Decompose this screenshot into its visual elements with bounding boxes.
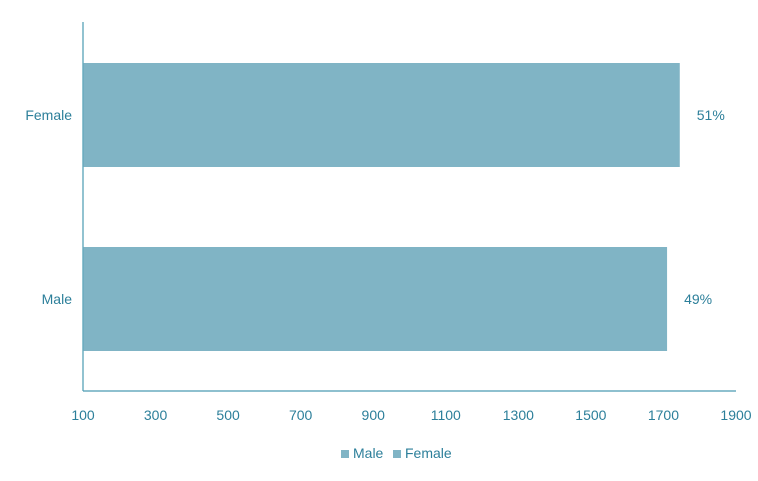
- x-tick-label: 100: [71, 407, 95, 423]
- data-label-female: 51%: [697, 107, 725, 123]
- legend: Male Female: [341, 445, 452, 461]
- legend-label-male: Male: [353, 445, 384, 461]
- x-tick-label: 1700: [648, 407, 679, 423]
- bar-male: [83, 247, 668, 351]
- x-tick-label: 1300: [503, 407, 534, 423]
- legend-swatch-female: [393, 450, 401, 458]
- bar-female: [83, 63, 680, 167]
- data-labels: 51% 49%: [684, 107, 725, 307]
- category-label-female: Female: [25, 107, 72, 123]
- legend-label-female: Female: [405, 445, 452, 461]
- x-tick-labels: 100 300 500 700 900 1100 1300 1500 1700 1900: [71, 407, 751, 423]
- category-label-male: Male: [42, 291, 73, 307]
- x-tick-label: 500: [216, 407, 240, 423]
- x-tick-label: 1900: [720, 407, 751, 423]
- x-tick-label: 1500: [575, 407, 606, 423]
- category-labels: Female Male: [25, 107, 72, 307]
- x-tick-label: 700: [289, 407, 313, 423]
- bars-group: [83, 63, 680, 351]
- data-label-male: 49%: [684, 291, 712, 307]
- x-tick-label: 1100: [431, 407, 461, 423]
- x-tick-label: 300: [144, 407, 168, 423]
- x-tick-label: 900: [362, 407, 386, 423]
- legend-swatch-male: [341, 450, 349, 458]
